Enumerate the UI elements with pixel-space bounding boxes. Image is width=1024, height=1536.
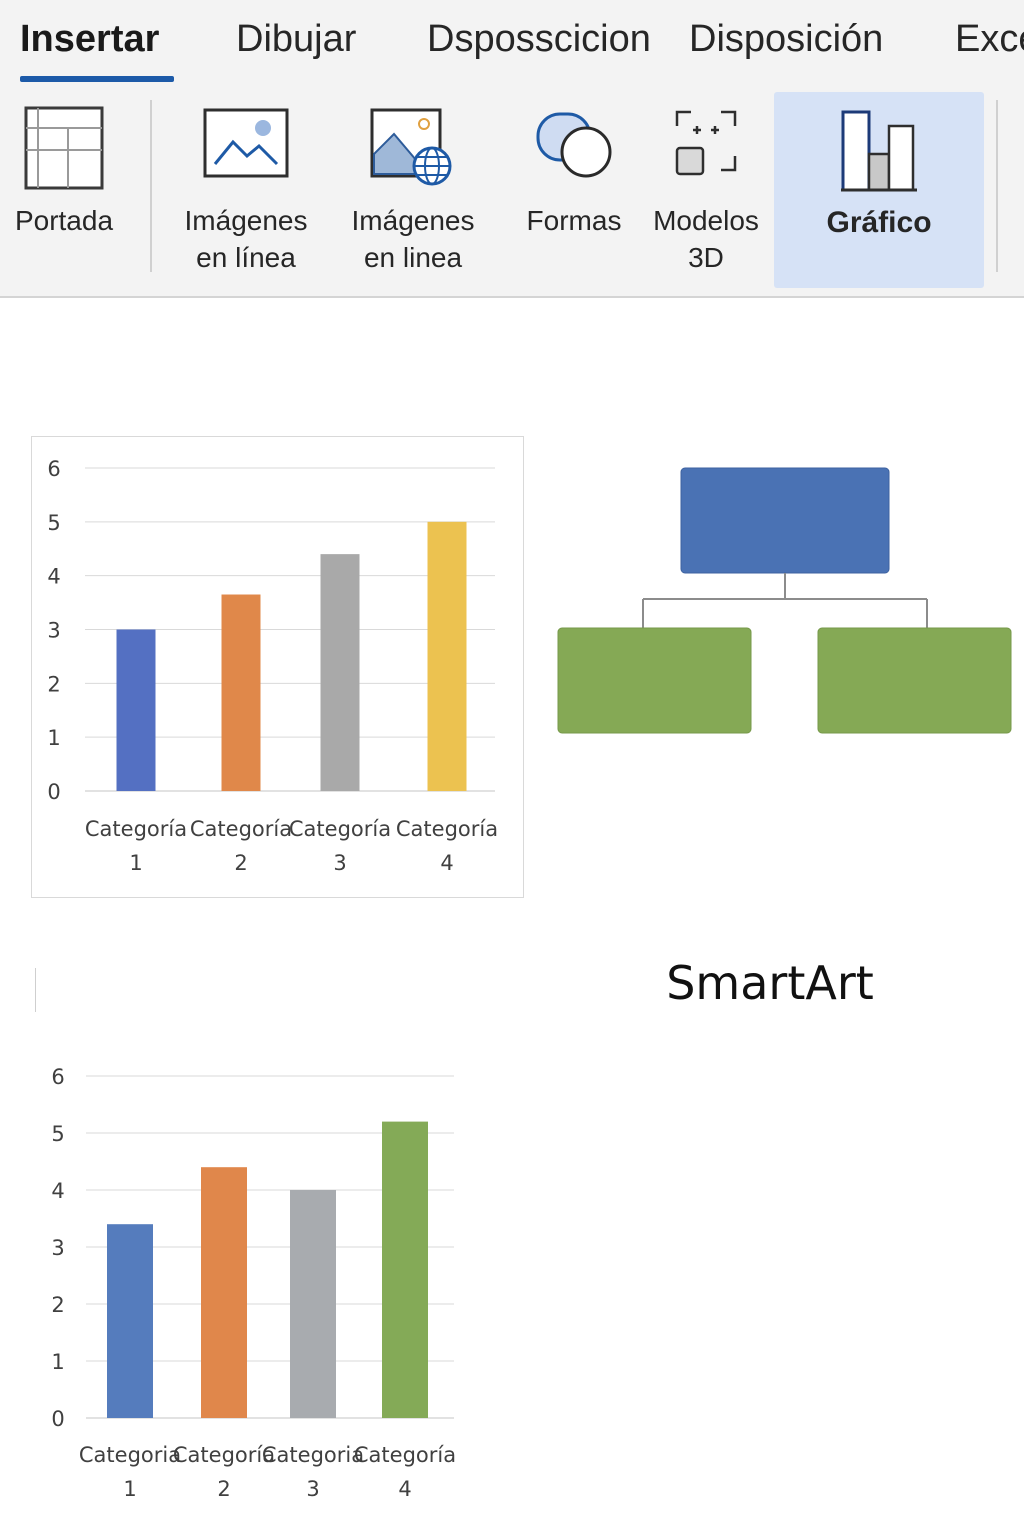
- ribbon-separator: [150, 100, 152, 272]
- imagenes-en-linea-label: Imágenes en línea: [176, 202, 316, 276]
- y-tick-label: 6: [51, 1065, 64, 1089]
- y-tick-label: 4: [51, 1179, 64, 1203]
- active-tab-indicator: [20, 76, 174, 82]
- x-tick-label: Categoría: [85, 817, 187, 841]
- bar-1: [107, 1224, 153, 1418]
- y-tick-label: 5: [51, 1122, 64, 1146]
- label-line: Imágenes: [351, 205, 475, 236]
- y-tick-label: 5: [47, 511, 60, 535]
- bar-chart-2[interactable]: 0 1 2 3 4 5 6 Categoria 1 Categoría 2 Categoria 3 Cat…: [40, 1050, 480, 1520]
- x-tick-label: 2: [217, 1477, 230, 1501]
- y-tick-label: 3: [47, 619, 60, 643]
- x-tick-label: Categoría: [289, 817, 391, 841]
- x-tick-label: 4: [440, 851, 453, 875]
- tab-dsposscicion[interactable]: Dsposscicion: [427, 18, 651, 60]
- x-tick-label: Categoria: [79, 1443, 181, 1467]
- smartart-heading: SmartArt: [666, 956, 874, 1010]
- x-tick-label: Categoría: [396, 817, 498, 841]
- label-line: Modelos: [653, 205, 759, 236]
- y-tick-label: 0: [51, 1407, 64, 1431]
- x-tick-label: 2: [234, 851, 247, 875]
- x-tick-label: 1: [123, 1477, 136, 1501]
- grafico-button[interactable]: Gráfico: [774, 92, 984, 288]
- y-tick-label: 6: [47, 457, 60, 481]
- chart-icon: [774, 108, 984, 198]
- modelos-3d-button[interactable]: Modelos 3D: [644, 98, 768, 288]
- text-cursor: [35, 968, 36, 1012]
- smartart-child-box-left[interactable]: [557, 627, 752, 734]
- label-line: en línea: [196, 242, 296, 273]
- imagenes-online-button[interactable]: Imágenes en linea: [343, 98, 483, 288]
- x-tick-label: Categoria: [262, 1443, 364, 1467]
- bar-4: [382, 1121, 428, 1418]
- y-tick-label: 1: [51, 1350, 64, 1374]
- label-line: 3D: [688, 242, 724, 273]
- picture-icon: [176, 106, 316, 196]
- label-line: en linea: [363, 242, 463, 273]
- y-tick-label: 4: [47, 565, 60, 589]
- smartart-child-box-right[interactable]: [817, 627, 1012, 734]
- ribbon-tabs: Insertar Dibujar Dsposscicion Disposició…: [0, 0, 1024, 92]
- bar-4: [427, 521, 467, 791]
- table-icon: [4, 106, 124, 196]
- x-tick-label: 3: [333, 851, 346, 875]
- tab-insertar[interactable]: Insertar: [20, 18, 160, 60]
- y-tick-label: 2: [47, 672, 60, 696]
- grafico-label: Gráfico: [826, 206, 932, 239]
- imagenes-en-linea-button[interactable]: Imágenes en línea: [176, 98, 316, 288]
- tab-disposicion[interactable]: Disposición: [689, 18, 884, 60]
- smartart-diagram[interactable]: [550, 460, 1020, 750]
- bar-3: [320, 554, 360, 791]
- formas-label: Formas: [526, 205, 622, 236]
- x-tick-label: Categoría: [354, 1443, 456, 1467]
- bar-1: [116, 629, 156, 791]
- y-tick-label: 2: [51, 1293, 64, 1317]
- bar-2: [221, 594, 261, 791]
- label-line: Imágenes: [184, 205, 308, 236]
- shapes-icon: [518, 106, 630, 196]
- ribbon-separator: [996, 100, 998, 272]
- imagenes-online-label: Imágenes en linea: [343, 202, 483, 276]
- online-picture-icon: [343, 106, 483, 196]
- x-tick-label: 3: [306, 1477, 319, 1501]
- x-tick-label: 4: [398, 1477, 411, 1501]
- x-tick-label: 1: [129, 851, 142, 875]
- y-tick-label: 0: [47, 780, 60, 804]
- formas-button[interactable]: Formas: [518, 98, 630, 288]
- bar-3: [290, 1190, 336, 1418]
- portada-button[interactable]: Portada: [4, 98, 124, 288]
- y-tick-label: 1: [47, 726, 60, 750]
- tab-dibujar[interactable]: Dibujar: [236, 18, 357, 60]
- portada-label: Portada: [14, 205, 114, 236]
- bar-2: [201, 1167, 247, 1418]
- ribbon: Insertar Dibujar Dsposscicion Disposició…: [0, 0, 1024, 298]
- tab-excel[interactable]: Exce: [955, 18, 1024, 60]
- smartart-top-box[interactable]: [680, 467, 890, 574]
- modelos-3d-label: Modelos 3D: [644, 202, 768, 276]
- x-tick-label: Categoría: [190, 817, 292, 841]
- 3d-models-icon: [644, 106, 768, 196]
- x-tick-label: Categoría: [173, 1443, 275, 1467]
- y-tick-label: 3: [51, 1236, 64, 1260]
- bar-chart-1[interactable]: 0 1 2 3 4 5 6 Categoría 1 Categoría 2 Categoría 3 Cat…: [32, 437, 523, 897]
